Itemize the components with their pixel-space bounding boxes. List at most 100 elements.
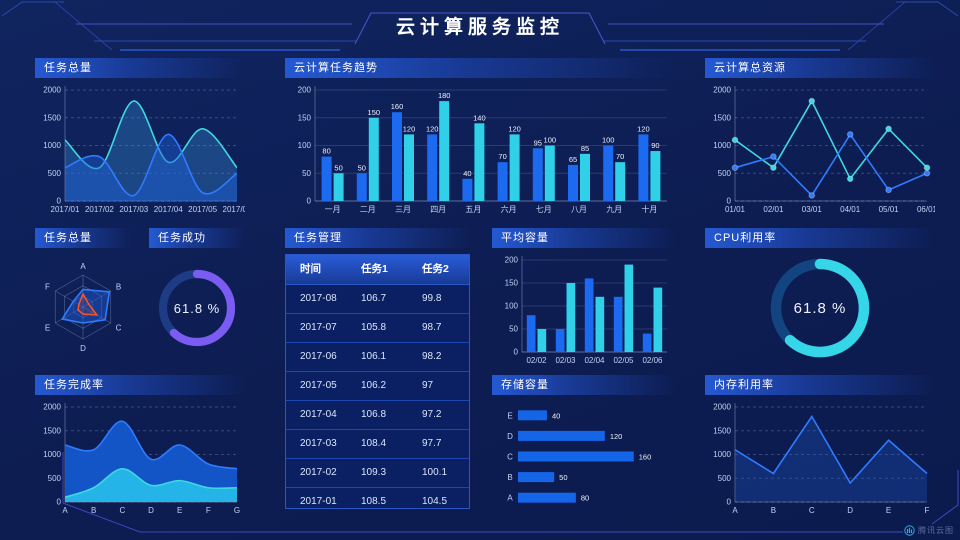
svg-text:80: 80 xyxy=(322,147,330,156)
panel-completion-rate-title: 任务完成率 xyxy=(35,375,245,395)
svg-text:五月: 五月 xyxy=(465,205,481,214)
svg-text:C: C xyxy=(507,453,513,462)
panel-storage: 存储容量 E 40 D 120 C 160 B 50 A 80 xyxy=(492,375,675,516)
svg-text:C: C xyxy=(119,506,125,515)
panel-storage-title: 存储容量 xyxy=(492,375,675,395)
svg-text:六月: 六月 xyxy=(501,204,517,214)
svg-text:500: 500 xyxy=(718,169,732,178)
svg-text:50: 50 xyxy=(302,169,311,178)
panel-avg-capacity-title: 平均容量 xyxy=(492,228,675,248)
svg-text:02/01: 02/01 xyxy=(763,205,784,214)
panel-cpu-usage-title: CPU利用率 xyxy=(705,228,935,248)
table-row: 2017-08 106.7 99.8 xyxy=(286,285,469,314)
svg-text:03/01: 03/01 xyxy=(802,205,823,214)
svg-text:八月: 八月 xyxy=(571,205,587,214)
table-row: 2017-03 108.4 97.7 xyxy=(286,430,469,459)
svg-text:120: 120 xyxy=(403,124,416,133)
watermark-label: 腾讯云图 xyxy=(918,526,954,535)
svg-text:02/06: 02/06 xyxy=(642,356,663,365)
svg-text:七月: 七月 xyxy=(536,205,552,214)
table-cell: 106.8 xyxy=(361,409,387,420)
tasks-overview-chart: 0 500 1000 1500 2000 2017/01 2017/02 2017/03 201… xyxy=(35,80,252,215)
svg-text:B: B xyxy=(771,506,776,515)
table-cell: 2017-06 xyxy=(300,351,337,362)
svg-text:02/04: 02/04 xyxy=(584,356,605,365)
panel-total-resources: 云计算总资源 0 500 1000 1500 2000 01/01 02/01 03/01 04… xyxy=(705,58,938,215)
task-radar-chart: A B C D E F xyxy=(35,250,131,366)
svg-text:1000: 1000 xyxy=(713,141,731,150)
table-cell: 108.5 xyxy=(361,496,387,507)
panel-task-success-title: 任务成功 xyxy=(149,228,245,248)
svg-text:A: A xyxy=(62,506,68,515)
svg-text:D: D xyxy=(148,506,154,515)
svg-text:61.8 %: 61.8 % xyxy=(794,300,847,317)
svg-text:A: A xyxy=(507,494,513,503)
task-success-gauge: 61.8 % xyxy=(149,250,245,366)
table-cell: 2017-04 xyxy=(300,409,337,420)
svg-text:F: F xyxy=(45,283,50,292)
panel-tasks-overview: 任务总量 0 500 1000 1500 2000 2017/01 2017/02 2017/… xyxy=(35,58,252,215)
svg-text:E: E xyxy=(507,411,512,420)
svg-text:1000: 1000 xyxy=(43,141,61,150)
svg-text:85: 85 xyxy=(581,144,589,153)
svg-text:50: 50 xyxy=(358,163,366,172)
svg-text:1500: 1500 xyxy=(43,113,61,122)
svg-text:2017/03: 2017/03 xyxy=(119,205,148,214)
svg-text:500: 500 xyxy=(48,474,62,483)
svg-text:C: C xyxy=(116,324,122,333)
svg-text:05/01: 05/01 xyxy=(879,205,900,214)
svg-text:B: B xyxy=(91,506,96,515)
svg-text:2017/04: 2017/04 xyxy=(154,205,183,214)
svg-text:80: 80 xyxy=(581,494,589,503)
svg-text:2017/05: 2017/05 xyxy=(188,205,217,214)
table-cell: 108.4 xyxy=(361,438,387,449)
svg-text:120: 120 xyxy=(426,124,439,133)
svg-text:0: 0 xyxy=(307,197,312,206)
svg-text:500: 500 xyxy=(48,169,62,178)
panel-cpu-usage: CPU利用率 61.8 % xyxy=(705,228,935,366)
svg-text:2017/06: 2017/06 xyxy=(223,205,245,214)
svg-text:0: 0 xyxy=(57,197,62,206)
table-row: 2017-06 106.1 98.2 xyxy=(286,343,469,372)
svg-text:65: 65 xyxy=(569,155,577,164)
svg-text:2000: 2000 xyxy=(43,403,61,412)
svg-text:G: G xyxy=(234,506,240,515)
table-cell: 97 xyxy=(422,380,434,391)
avg-capacity-chart: 0 50 100 150 200 02/02 02/03 02/04 02/05 02/06 xyxy=(492,250,675,366)
svg-text:F: F xyxy=(925,506,930,515)
table-cell: 97.2 xyxy=(422,409,442,420)
table-cell: 2017-08 xyxy=(300,293,337,304)
svg-text:A: A xyxy=(80,262,86,271)
svg-text:2000: 2000 xyxy=(713,86,731,95)
svg-text:500: 500 xyxy=(718,474,732,483)
memory-usage-chart: 0 500 1000 1500 2000 A B C D E F xyxy=(705,397,935,516)
svg-text:150: 150 xyxy=(298,113,312,122)
svg-text:D: D xyxy=(507,432,513,441)
svg-text:04/01: 04/01 xyxy=(840,205,861,214)
panel-task-radar: 任务总量 A B C D E F xyxy=(35,228,131,366)
table-cell: 106.7 xyxy=(361,293,387,304)
svg-text:160: 160 xyxy=(391,102,404,111)
svg-text:九月: 九月 xyxy=(606,205,622,214)
svg-text:0: 0 xyxy=(514,348,519,357)
panel-completion-rate: 任务完成率 0 500 1000 1500 2000 A B C D E F G xyxy=(35,375,245,516)
svg-text:100: 100 xyxy=(544,136,557,145)
svg-text:200: 200 xyxy=(298,86,312,95)
svg-text:一月: 一月 xyxy=(325,205,341,214)
panel-memory-usage-title: 内存利用率 xyxy=(705,375,935,395)
svg-text:70: 70 xyxy=(616,152,624,161)
page-title: 云计算服务监控 xyxy=(395,17,564,38)
total-resources-chart: 0 500 1000 1500 2000 01/01 02/01 03/01 04/01 05/0… xyxy=(705,80,937,215)
table-cell: 2017-05 xyxy=(300,380,337,391)
svg-text:2017/01: 2017/01 xyxy=(51,205,80,214)
svg-text:1500: 1500 xyxy=(43,426,61,435)
svg-text:0: 0 xyxy=(57,498,62,507)
svg-text:2000: 2000 xyxy=(713,403,731,412)
panel-task-table: 任务管理 时间 任务1 任务2 2017-08 106.7 99.8 2017-07 105.… xyxy=(285,228,470,515)
svg-text:0: 0 xyxy=(727,498,732,507)
svg-text:150: 150 xyxy=(505,279,519,288)
table-cell: 100.1 xyxy=(422,467,448,478)
task-trend-chart: 0 50 100 150 200 一月 二月 三月 四月 五月 六月 七月 八月 九月 十月 80 50 160 1… xyxy=(285,80,675,215)
svg-text:150: 150 xyxy=(368,108,381,117)
svg-text:十月: 十月 xyxy=(641,204,657,214)
